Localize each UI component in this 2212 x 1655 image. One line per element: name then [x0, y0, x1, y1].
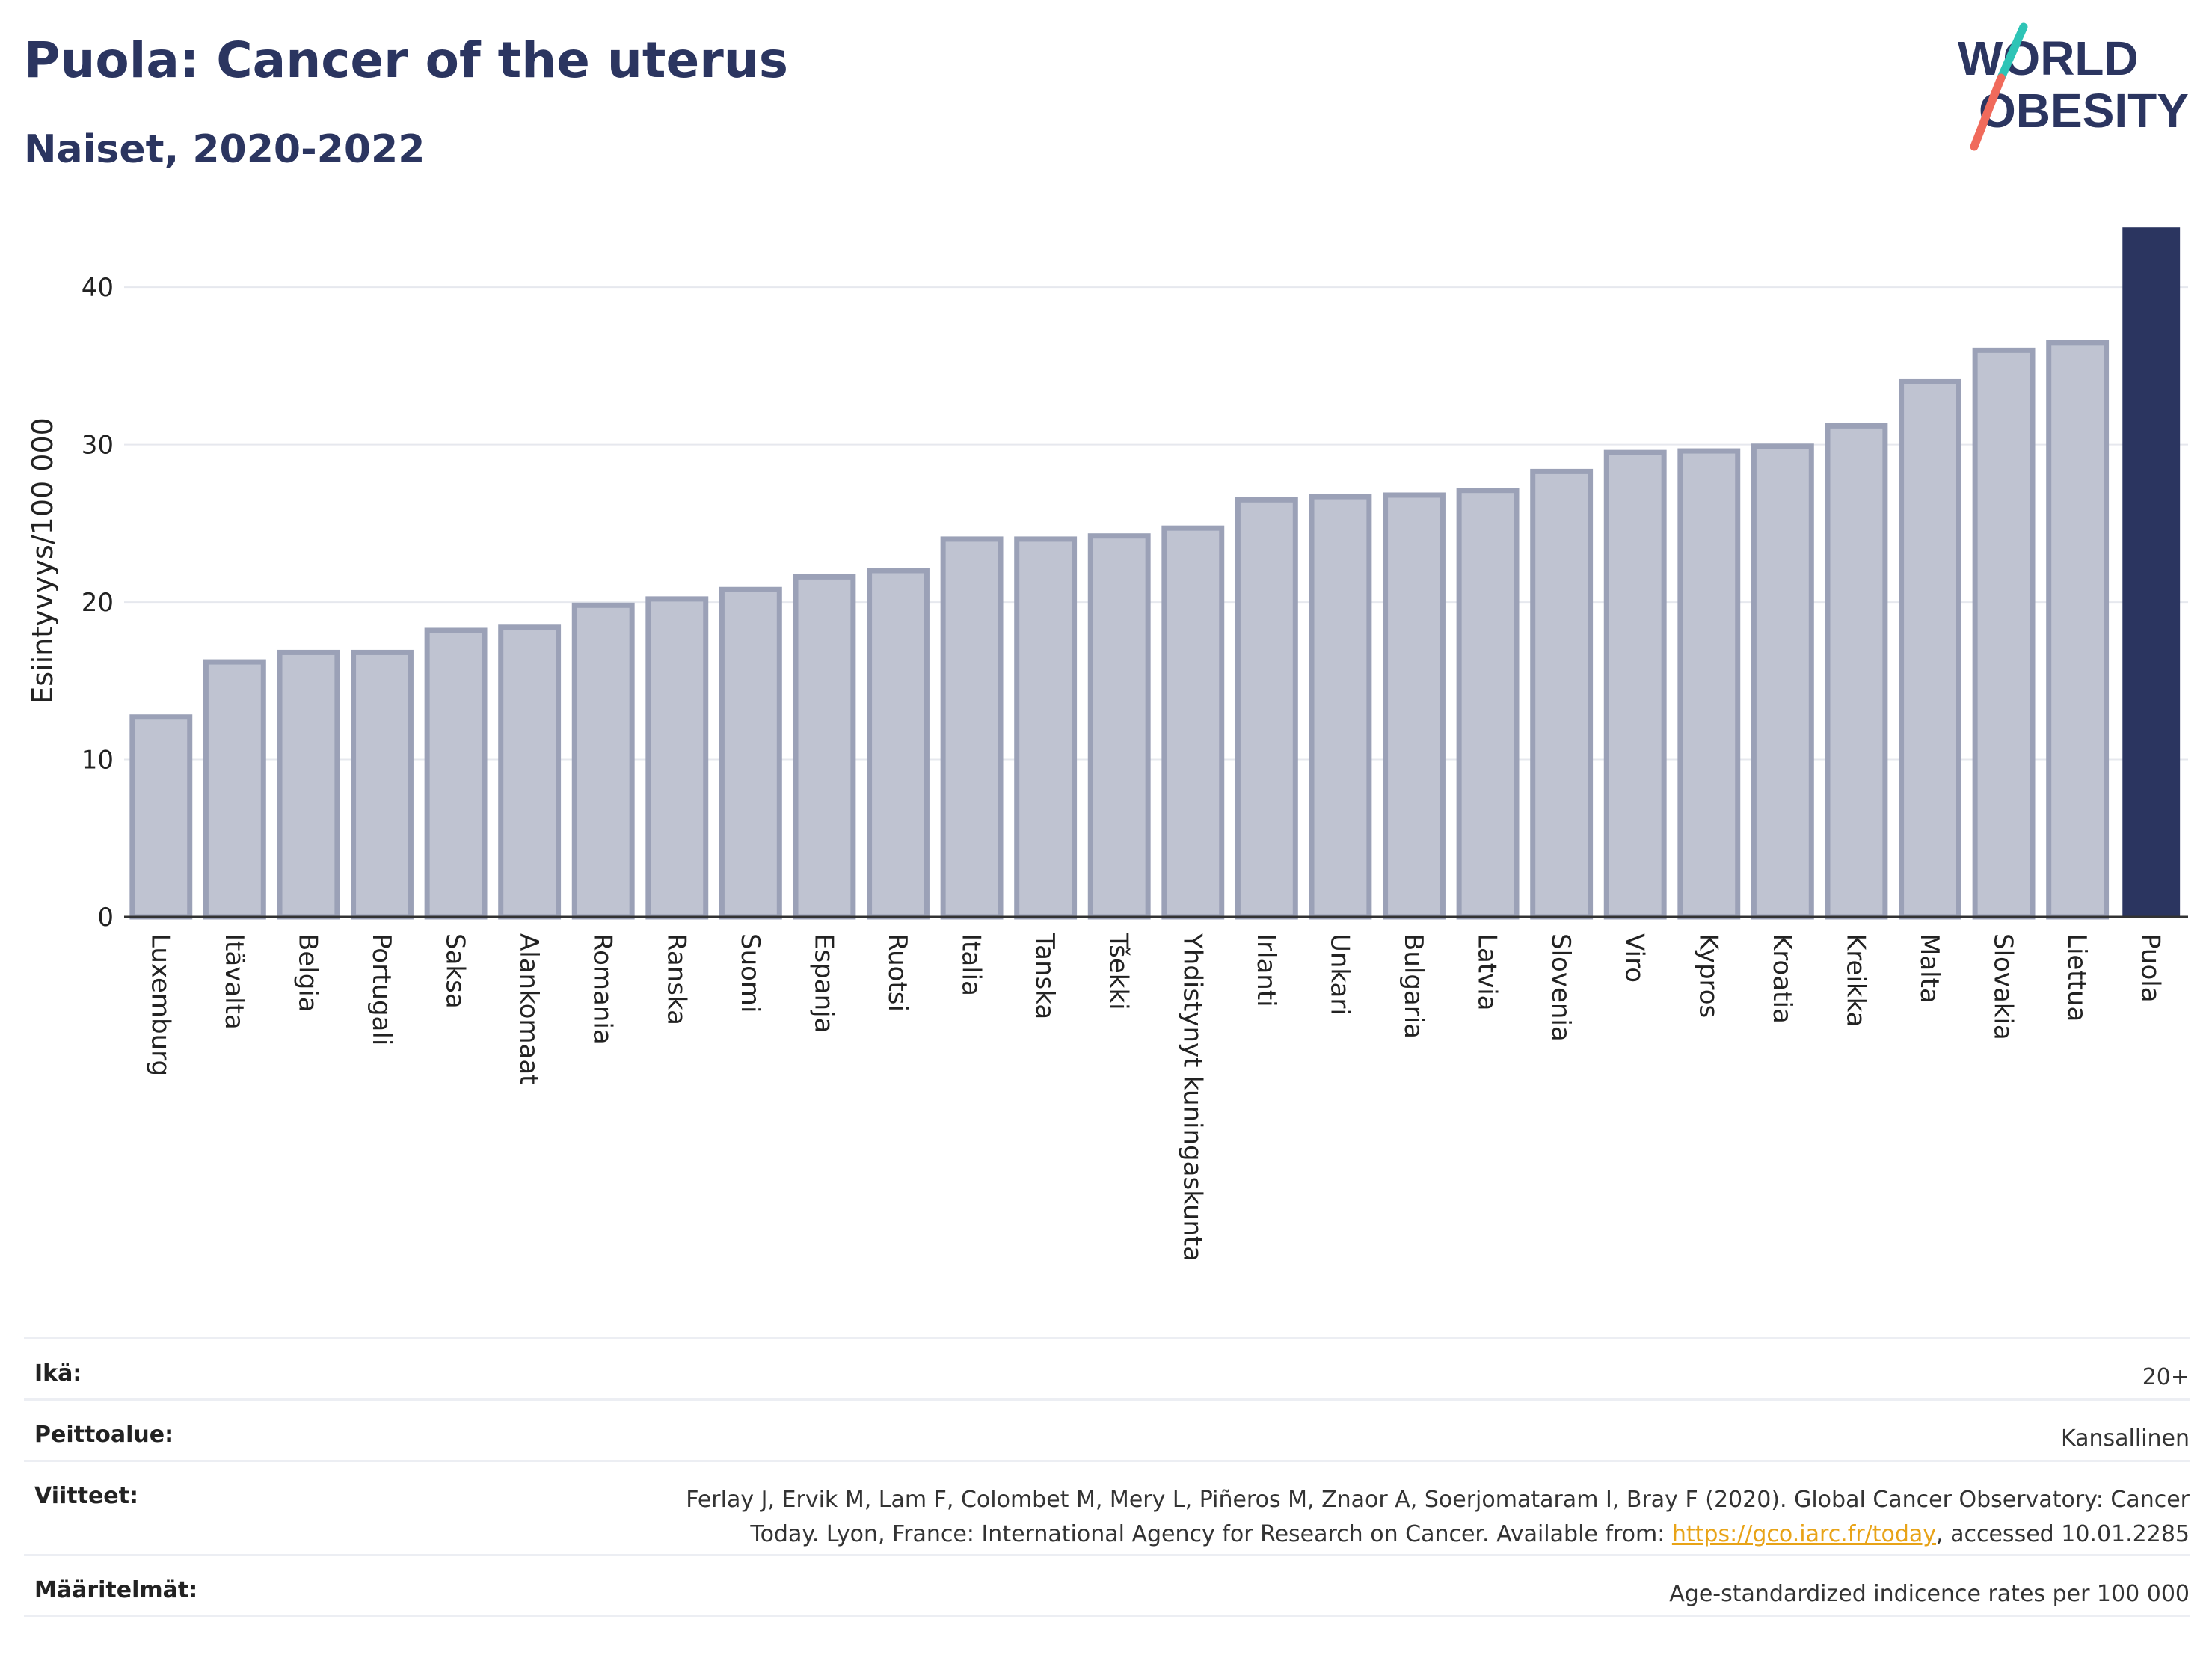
x-tick-label: Tanska — [1030, 933, 1060, 1019]
bar-yhdistynyt-kuningaskunta — [1161, 525, 1225, 920]
x-tick-label: Luxemburg — [145, 933, 175, 1076]
bar-slovenia — [1530, 468, 1594, 920]
x-tick-label: Puola — [2136, 933, 2166, 1003]
x-tick-label: Bulgaria — [1398, 933, 1428, 1039]
page-subtitle: Naiset, 2020-2022 — [24, 127, 425, 172]
x-tick-label: Slovenia — [1546, 933, 1576, 1042]
axis-layer: 0 10 20 30 40 Luxemburg Itävalta Belgia Portugal… — [82, 273, 2188, 1262]
bar-tanska — [1014, 536, 1078, 920]
bar-ranska — [645, 596, 709, 920]
y-tick-label: 40 — [82, 273, 114, 303]
meta-key-definitions: Määritelmät: — [34, 1577, 198, 1603]
bar-belgia — [277, 649, 340, 920]
x-tick-label: Kroatia — [1767, 933, 1797, 1024]
page-title: Puola: Cancer of the uterus — [24, 31, 789, 89]
meta-row-coverage: Peittoalue: Kansallinen — [24, 1398, 2190, 1460]
world-obesity-logo: WORLD OBESITY — [1958, 22, 2189, 151]
bar-espanja — [793, 574, 856, 920]
x-tick-label: Malta — [1914, 933, 1944, 1004]
bar-saksa — [424, 627, 488, 920]
bar-kreikka — [1825, 423, 1888, 920]
x-tick-label: Unkari — [1324, 933, 1354, 1016]
x-tick-label: Tšekki — [1104, 933, 1134, 1010]
bar-unkari — [1309, 494, 1372, 920]
meta-key-coverage: Peittoalue: — [34, 1422, 174, 1448]
bar-viro — [1603, 449, 1667, 920]
logo-line2: OBESITY — [1979, 84, 2189, 138]
y-tick-label: 0 — [97, 903, 114, 933]
y-tick-label: 20 — [82, 588, 114, 618]
meta-row-age: Ikä: 20+ — [24, 1337, 2190, 1398]
x-tick-label: Espanja — [808, 933, 838, 1033]
x-tick-label: Itävalta — [219, 933, 249, 1030]
reference-link[interactable]: https://gco.iarc.fr/today — [1671, 1521, 1937, 1547]
x-tick-label: Saksa — [440, 933, 470, 1009]
bar-liettua — [2046, 340, 2110, 920]
x-tick-label: Portugali — [366, 933, 396, 1045]
bar-latvia — [1456, 488, 1520, 920]
y-axis-label: Esiintyvyys/100 000 — [26, 417, 59, 704]
bar-ruotsi — [867, 568, 930, 920]
bar-kroatia — [1751, 443, 1814, 920]
x-tick-label: Alankomaat — [514, 933, 544, 1085]
bar-puola — [2122, 227, 2181, 917]
bar-italia — [940, 536, 1004, 920]
meta-value-references: Ferlay J, Ervik M, Lam F, Colombet M, Me… — [619, 1483, 2190, 1552]
x-tick-label: Latvia — [1472, 933, 1502, 1011]
bar-itävalta — [203, 659, 266, 920]
x-tick-label: Yhdistynyt kuningaskunta — [1177, 933, 1207, 1262]
meta-value-coverage: Kansallinen — [2060, 1425, 2190, 1452]
meta-key-references: Viitteet: — [34, 1483, 138, 1509]
meta-value-age: 20+ — [2142, 1364, 2190, 1390]
bar-alankomaat — [498, 624, 562, 920]
y-tick-label: 30 — [82, 431, 114, 461]
y-tick-label: 10 — [82, 746, 114, 776]
x-tick-label: Slovakia — [1988, 933, 2018, 1040]
bar-slovakia — [1972, 347, 2036, 920]
logo-line1: WORLD — [1958, 31, 2139, 85]
meta-value-definitions: Age-standardized indicence rates per 100… — [1669, 1581, 2190, 1607]
x-tick-label: Kreikka — [1840, 933, 1870, 1028]
x-tick-label: Italia — [956, 933, 986, 996]
metadata-table: Ikä: 20+ Peittoalue: Kansallinen Viittee… — [24, 1337, 2190, 1617]
reference-text: Ferlay J, Ervik M, Lam F, Colombet M, Me… — [686, 1487, 2190, 1547]
meta-key-age: Ikä: — [34, 1360, 82, 1387]
bar-luxemburg — [129, 714, 193, 920]
x-tick-label: Kypros — [1693, 933, 1723, 1018]
x-tick-label: Liettua — [2062, 933, 2092, 1022]
x-tick-label: Suomi — [735, 933, 765, 1013]
x-tick-label: Ruotsi — [882, 933, 912, 1012]
reference-accessed: , accessed 10.01.2285 — [1936, 1521, 2190, 1547]
bar-tšekki — [1087, 533, 1151, 920]
bar-malta — [1899, 378, 1961, 920]
meta-row-references: Viitteet: Ferlay J, Ervik M, Lam F, Colo… — [24, 1460, 2190, 1554]
x-tick-label: Viro — [1620, 933, 1650, 983]
bar-irlanti — [1235, 497, 1298, 920]
bar-portugali — [351, 649, 414, 920]
bar-kypros — [1677, 448, 1741, 920]
x-tick-label: Romania — [588, 933, 618, 1045]
bar-layer — [129, 227, 2181, 920]
bar-bulgaria — [1383, 492, 1446, 920]
bar-romania — [571, 602, 635, 920]
x-tick-label: Belgia — [292, 933, 322, 1013]
x-tick-label: Ranska — [661, 933, 691, 1025]
x-tick-label: Irlanti — [1251, 933, 1281, 1007]
meta-row-definitions: Määritelmät: Age-standardized indicence … — [24, 1554, 2190, 1617]
bar-suomi — [719, 586, 782, 920]
bar-chart: 0 10 20 30 40 Luxemburg Itävalta Belgia Portugal… — [26, 227, 2188, 1262]
